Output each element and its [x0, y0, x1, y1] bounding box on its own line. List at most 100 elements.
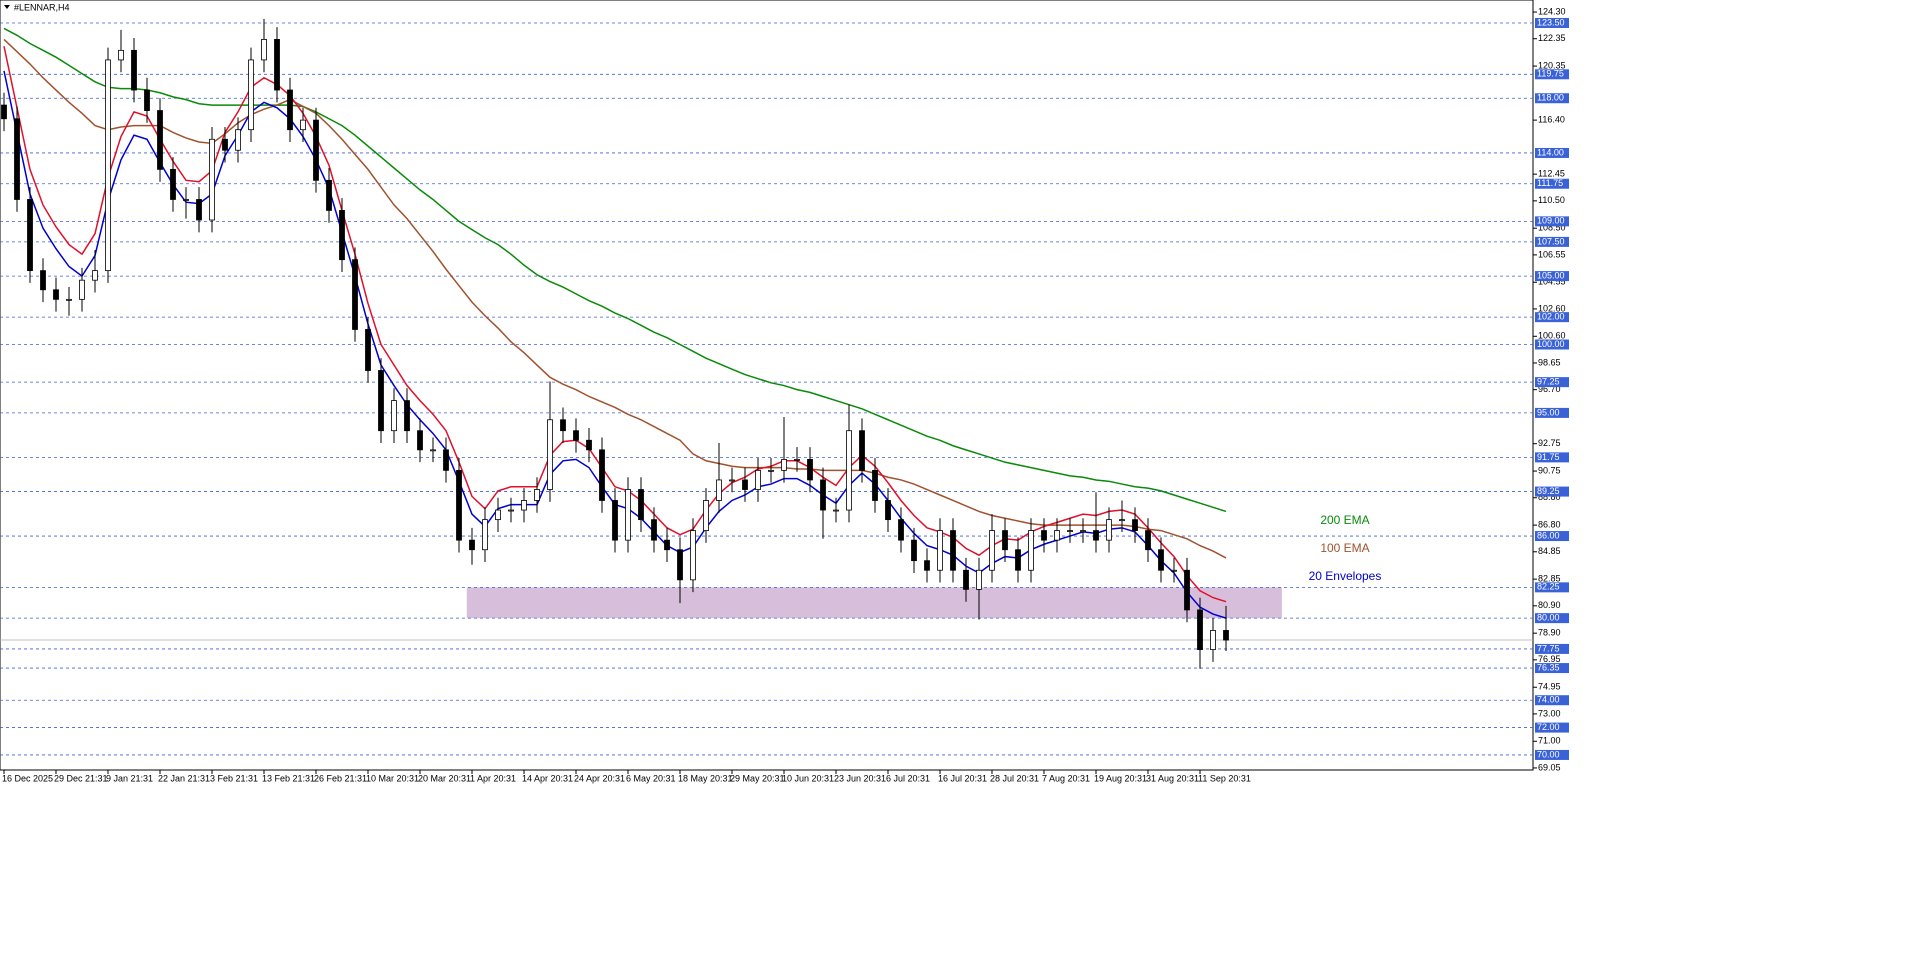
level-label: 82.25	[1537, 582, 1560, 592]
candle-body	[820, 479, 826, 511]
candle-body	[443, 449, 449, 471]
level-label: 95.00	[1537, 407, 1560, 417]
legend-label: 100 EMA	[1320, 541, 1369, 555]
candle-body	[235, 129, 241, 151]
candle-body	[521, 500, 527, 511]
candle-body	[53, 289, 59, 300]
y-tick-label: 73.00	[1538, 708, 1561, 718]
level-label-bg	[1535, 69, 1569, 80]
candle-body	[768, 469, 774, 472]
candle-body	[183, 199, 189, 201]
candle-body	[352, 259, 358, 330]
candle-body	[885, 500, 891, 521]
candle-body	[976, 569, 982, 590]
candle-body	[807, 459, 813, 481]
level-label: 86.00	[1537, 530, 1560, 540]
x-tick-label: 1 Apr 20:31	[470, 773, 516, 783]
candle-body	[560, 419, 566, 432]
x-tick-label: 26 Feb 21:31	[314, 773, 367, 783]
candle-body	[92, 270, 98, 281]
candle-body	[469, 539, 475, 551]
y-tick-label: 120.35	[1538, 60, 1566, 70]
candle-body	[157, 110, 163, 170]
candle-body	[326, 179, 332, 211]
level-label: 111.75	[1537, 178, 1563, 188]
candle-body	[40, 270, 46, 291]
y-tick-label: 116.40	[1538, 114, 1565, 124]
candle-body	[703, 500, 709, 531]
candle-body	[638, 489, 644, 521]
candle-body	[1054, 530, 1060, 541]
candle-body	[378, 370, 384, 432]
level-label-bg	[1535, 236, 1569, 247]
candle-body	[950, 530, 956, 571]
candle-body	[1210, 630, 1216, 651]
level-label: 105.00	[1537, 270, 1565, 280]
y-tick-label: 106.55	[1538, 249, 1566, 259]
level-label: 72.00	[1537, 722, 1560, 732]
candle-body	[872, 469, 878, 501]
candle-body	[391, 400, 397, 432]
y-tick-label: 74.95	[1538, 682, 1561, 692]
legend-label: 20 Envelopes	[1309, 569, 1382, 583]
level-label: 119.75	[1537, 69, 1564, 79]
candle-body	[1041, 530, 1047, 541]
y-tick-label: 78.90	[1538, 628, 1561, 638]
candle-body	[170, 168, 176, 200]
level-label-bg	[1535, 531, 1569, 542]
candle-body	[417, 430, 423, 451]
candle-body	[1223, 630, 1229, 641]
x-tick-label: 24 Apr 20:31	[574, 773, 625, 783]
candle-body	[729, 479, 735, 482]
candle-body	[1015, 549, 1021, 571]
level-label-bg	[1535, 339, 1569, 350]
x-tick-label: 18 May 20:31	[678, 773, 733, 783]
candle-body	[1145, 530, 1151, 551]
candle-body	[248, 59, 254, 131]
level-label-bg	[1535, 749, 1569, 760]
candle-body	[664, 539, 670, 551]
level-label-bg	[1535, 582, 1569, 593]
candle-body	[313, 119, 319, 181]
candle-body	[222, 138, 228, 151]
level-label: 123.50	[1537, 17, 1565, 27]
candle-body	[1080, 530, 1086, 532]
candle-body	[287, 89, 293, 131]
y-tick-label: 102.60	[1538, 303, 1566, 313]
level-label-bg	[1535, 312, 1569, 323]
candle-body	[300, 119, 306, 131]
level-label-bg	[1535, 613, 1569, 624]
level-label-bg	[1535, 663, 1569, 674]
x-tick-label: 6 May 20:31	[626, 773, 676, 783]
candle-body	[209, 138, 215, 221]
candle-body	[144, 89, 150, 111]
x-tick-label: 22 Jan 21:31	[158, 773, 210, 783]
candle-body	[1171, 569, 1177, 572]
candle-body	[482, 519, 488, 551]
candle-body	[547, 419, 553, 490]
candle-body	[1002, 530, 1008, 551]
candle-body	[339, 210, 345, 261]
y-tick-label: 104.55	[1538, 277, 1566, 287]
level-label: 70.00	[1537, 749, 1560, 759]
candle-body	[66, 298, 72, 301]
candle-body	[690, 530, 696, 581]
y-tick-label: 110.50	[1538, 195, 1565, 205]
candle-body	[1132, 519, 1138, 531]
level-label: 102.00	[1537, 312, 1565, 322]
candle-body	[924, 560, 930, 571]
candle-body	[274, 39, 280, 91]
candle-body	[430, 449, 436, 452]
x-tick-label: 28 Jul 20:31	[990, 773, 1039, 783]
candle-body	[79, 279, 85, 300]
level-label: 76.35	[1537, 662, 1560, 672]
candle-body	[14, 118, 20, 200]
y-tick-label: 84.85	[1538, 546, 1561, 556]
y-tick-label: 90.75	[1538, 465, 1561, 475]
support-zone	[466, 587, 1282, 619]
candle-body	[625, 489, 631, 541]
candle-body	[1184, 569, 1190, 611]
y-tick-label: 124.30	[1538, 6, 1566, 16]
y-tick-label: 76.95	[1538, 654, 1561, 664]
